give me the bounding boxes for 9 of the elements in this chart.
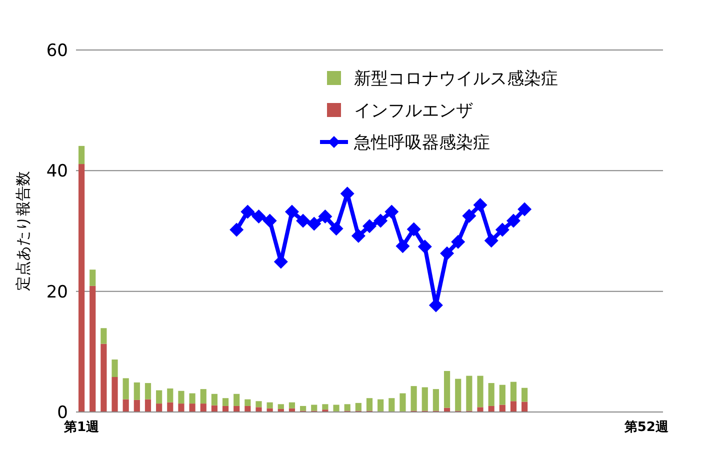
y-tick-label: 20 [46,282,68,302]
legend-label: インフルエンザ [354,100,473,121]
x-tick-label: 第52週 [623,420,670,435]
legend-label: 急性呼吸器感染症 [353,132,490,153]
y-tick-label: 60 [46,40,68,61]
y-axis-title: 定点あたり報告数 [14,171,32,291]
x-tick-label: 第1週 [63,420,100,435]
y-tick-label: 40 [46,162,68,182]
legend-label: 新型コロナウイルス感染症 [354,68,558,89]
